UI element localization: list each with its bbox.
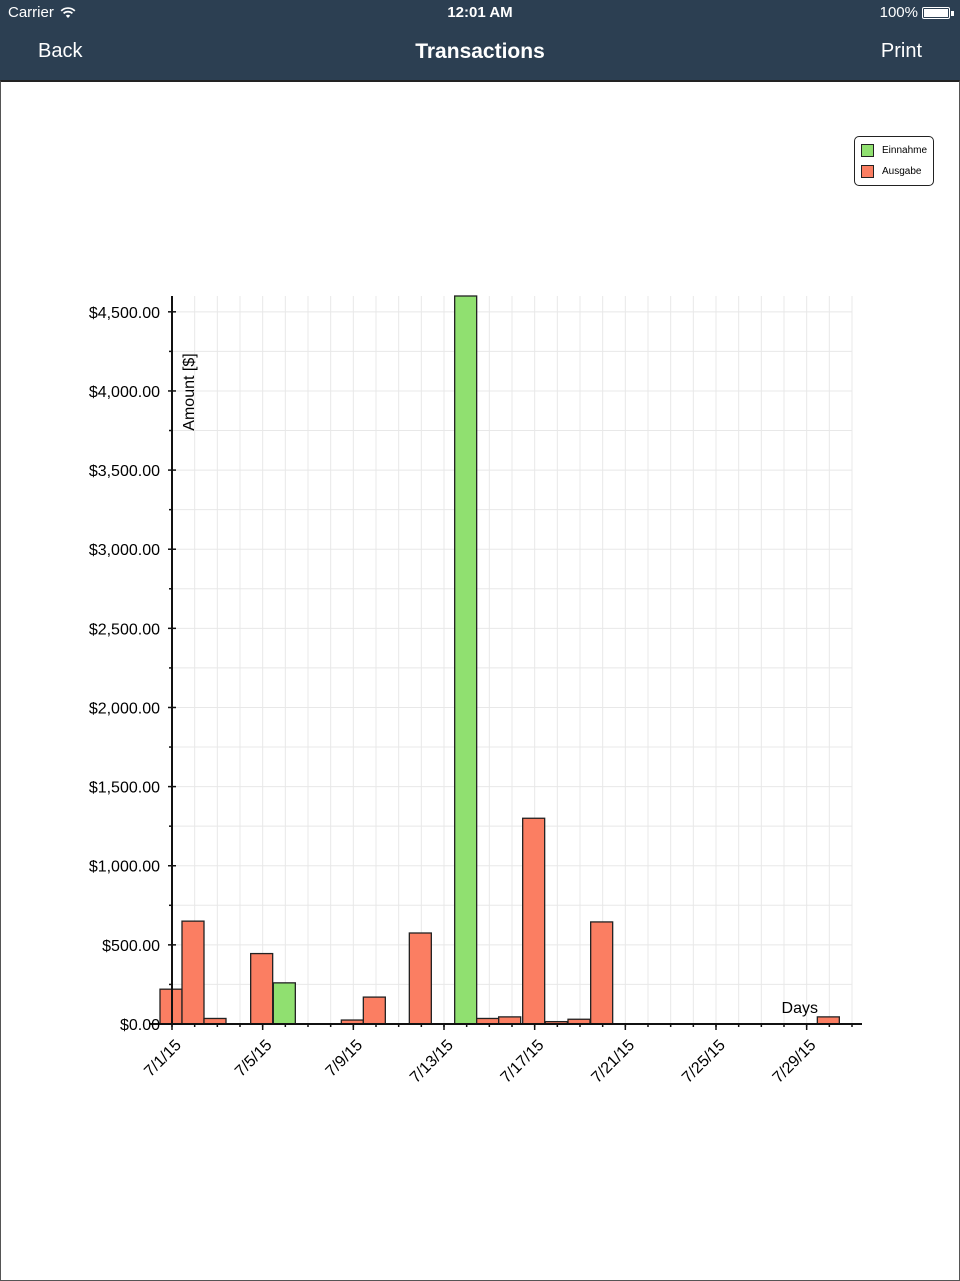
x-tick-label: 7/21/15 [588, 1037, 638, 1087]
navigation-bar: Carrier 12:01 AM 100% Back Transactions … [0, 0, 960, 80]
expense-bar [250, 952, 274, 1025]
y-tick-label: $3,500.00 [89, 463, 160, 480]
y-tick-label: $1,500.00 [89, 780, 160, 797]
x-tick-label: 7/1/15 [141, 1037, 185, 1081]
carrier-label: Carrier [8, 4, 54, 21]
x-tick-label: 7/25/15 [679, 1037, 729, 1087]
legend-label-ausgabe: Ausgabe [882, 166, 922, 177]
print-button[interactable]: Print [880, 40, 922, 62]
y-tick-label: $3,000.00 [89, 542, 160, 559]
y-tick-label: $4,000.00 [89, 384, 160, 401]
battery-percent: 100% [879, 4, 918, 21]
income-bar [272, 982, 296, 1025]
page-title: Transactions [415, 40, 545, 63]
legend-swatch-einnahme [861, 144, 874, 157]
legend-item-einnahme: Einnahme [861, 144, 927, 157]
x-tick-label: 7/13/15 [407, 1037, 457, 1087]
expense-bar [362, 996, 386, 1025]
x-tick-label: 7/17/15 [498, 1037, 548, 1087]
y-tick-label: $0.00 [120, 1017, 160, 1034]
x-tick-label: 7/5/15 [232, 1037, 276, 1081]
status-time: 12:01 AM [447, 4, 513, 21]
x-tick-label: 7/9/15 [323, 1037, 367, 1081]
battery-icon [922, 6, 954, 19]
chart-legend: Einnahme Ausgabe [854, 136, 934, 186]
expense-bar [590, 921, 614, 1025]
y-tick-label: $500.00 [102, 938, 160, 955]
back-button[interactable]: Back [38, 40, 83, 62]
status-carrier: Carrier [8, 4, 76, 21]
income-bar [454, 295, 478, 1025]
expense-bar [408, 932, 432, 1025]
legend-label-einnahme: Einnahme [882, 145, 928, 156]
y-axis-title: Amount [$] [181, 353, 198, 430]
legend-swatch-ausgabe [861, 165, 874, 178]
x-tick-label: 7/29/15 [770, 1037, 820, 1087]
y-tick-label: $2,500.00 [89, 621, 160, 638]
expense-bar [181, 920, 205, 1025]
y-tick-label: $4,500.00 [89, 305, 160, 322]
expense-bar [498, 1016, 522, 1025]
wifi-icon [60, 6, 76, 18]
y-tick-label: $2,000.00 [89, 700, 160, 717]
x-axis-title: Days [782, 1000, 818, 1017]
expense-bar [816, 1016, 840, 1025]
expense-bar [522, 817, 546, 1025]
y-tick-label: $1,000.00 [89, 859, 160, 876]
legend-item-ausgabe: Ausgabe [861, 165, 921, 178]
status-battery: 100% [879, 4, 954, 21]
